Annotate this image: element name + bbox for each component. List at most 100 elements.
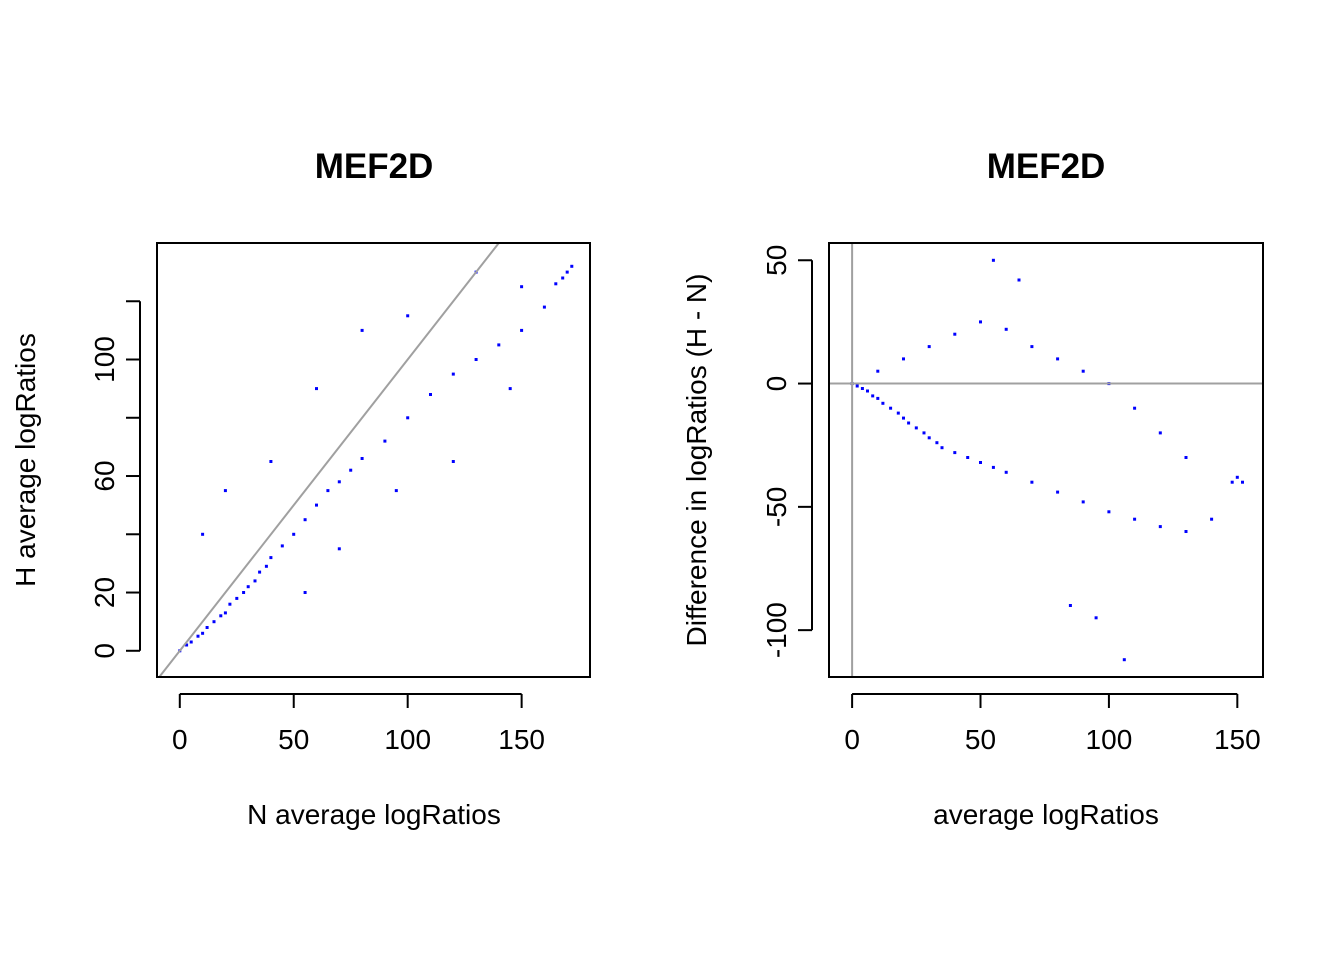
data-point [889,406,893,410]
data-point [269,556,273,560]
data-point [228,602,232,606]
data-point [1081,369,1085,373]
x-tick-label: 0 [172,724,188,755]
data-point [570,264,574,268]
data-point [185,643,189,647]
panel-left: MEF2D 0 50 100 150 0 20 60 100 N average logRa… [10,147,591,830]
data-point [394,489,398,493]
data-point [337,547,341,551]
data-point [242,591,246,594]
x-tick-label: 50 [278,724,309,755]
data-point [1017,278,1021,282]
chart-title-right: MEF2D [987,147,1106,186]
x-axis-left: 0 50 100 150 [172,693,545,755]
data-point [429,393,432,396]
data-point [258,570,262,574]
x-tick-label: 150 [498,724,545,755]
data-point [383,439,387,443]
data-point [979,320,982,324]
data-point [315,387,318,391]
plot-frame-right [828,242,1264,678]
data-point [1184,456,1188,459]
data-point [315,503,318,507]
points-layer-right [850,258,1244,662]
data-point [264,564,268,568]
data-point [337,480,341,484]
y-axis-label-left: H average logRatios [10,333,41,587]
data-point [927,436,931,440]
data-point [1133,406,1137,410]
data-point [201,631,205,635]
data-point [1056,490,1060,494]
data-point [881,401,885,405]
data-point [223,611,227,615]
data-point [196,634,200,638]
data-point [497,343,501,347]
data-point [1241,480,1244,484]
data-point [269,460,273,463]
data-point [953,451,957,455]
x-axis-right: 0 50 100 150 [844,693,1261,755]
x-tick-label: 50 [965,724,996,755]
data-point [205,626,209,629]
data-point [1184,530,1188,533]
data-point [406,314,410,318]
x-tick-label: 100 [384,724,431,755]
data-point [1133,517,1137,521]
data-point [1068,604,1072,607]
data-point [474,358,478,361]
x-axis-label-left: N average logRatios [247,799,501,830]
data-point [902,416,905,420]
data-point [896,411,900,415]
data-point [223,489,227,493]
data-point [855,384,859,388]
x-tick-label: 100 [1086,724,1133,755]
data-point [991,258,995,262]
y-tick-label: 0 [761,376,792,392]
data-point [201,532,205,536]
y-axis-right: -100 -50 0 50 [761,245,813,658]
data-point [1004,470,1008,474]
data-point [326,489,330,493]
data-point [1235,475,1239,479]
data-point [902,357,905,361]
data-point [520,285,524,289]
y-axis-label-right: Difference in logRatios (H - N) [681,274,712,647]
y-axis-left: 0 20 60 100 [89,300,141,659]
data-point [866,389,869,393]
data-point [935,441,939,445]
data-point [876,396,880,400]
data-point [860,387,864,390]
data-point [966,456,970,459]
data-point [246,585,250,589]
data-point [1122,658,1126,662]
data-point [1030,345,1034,349]
data-point [922,431,926,435]
y-tick-label: -50 [761,487,792,527]
y-tick-label: -100 [761,602,792,658]
data-point [1081,500,1085,504]
data-point [1107,510,1111,514]
data-point [1158,525,1162,529]
data-point [1210,517,1214,521]
data-point [292,532,296,536]
data-point [406,416,410,420]
data-point [991,465,995,469]
data-point [565,270,569,274]
data-point [508,387,512,391]
data-point [953,332,957,336]
y-tick-label: 20 [89,577,120,608]
data-point [1230,480,1234,484]
y-tick-label: 100 [89,336,120,383]
data-point [303,591,307,594]
data-point [451,460,455,463]
data-point [876,369,880,373]
data-point [349,468,353,472]
data-point [303,518,307,522]
data-point [280,544,284,548]
data-point [1094,616,1098,620]
data-point [360,328,364,332]
chart-title-left: MEF2D [315,147,434,186]
points-layer-left [178,264,574,653]
